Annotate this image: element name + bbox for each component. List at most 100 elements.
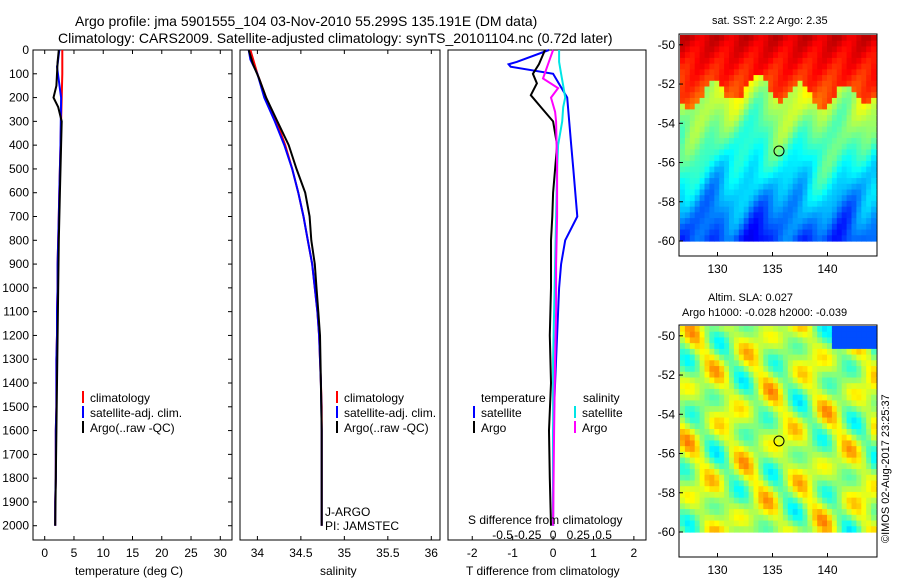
sla-cell <box>768 411 774 419</box>
sla-cell <box>871 331 877 339</box>
sst-cell <box>684 63 691 70</box>
sla-cell <box>871 514 877 522</box>
sst-cell <box>787 69 794 76</box>
sla-cell <box>802 331 808 339</box>
sst-cell <box>782 92 789 99</box>
sst-cell <box>846 103 853 110</box>
sla-cell <box>851 366 857 373</box>
sla-cell <box>699 331 706 339</box>
sst-cell <box>822 97 828 105</box>
sst-cell <box>792 172 799 179</box>
sla-cell <box>738 486 745 493</box>
sst-cell <box>729 92 735 99</box>
sst-cell <box>733 223 740 231</box>
legend-argo-label: Argo(..raw -QC) <box>344 421 429 435</box>
sst-cell <box>836 46 843 53</box>
sla-cell <box>694 371 701 379</box>
sst-cell <box>680 189 686 196</box>
sst-cell <box>866 126 872 133</box>
sla-cell <box>763 400 769 407</box>
sst-cell <box>733 120 740 128</box>
sla-cell <box>778 457 784 464</box>
sla-cell <box>753 503 759 510</box>
sla-cell <box>768 491 774 499</box>
sla-cell <box>831 406 838 413</box>
sla-cell <box>719 366 725 373</box>
sla-cell <box>836 326 843 333</box>
sst-cell <box>729 80 735 88</box>
sst-cell <box>831 109 838 116</box>
sst-cell <box>856 86 862 93</box>
sst-cell <box>743 86 750 93</box>
sla-cell <box>807 474 813 482</box>
sla-cell <box>822 446 828 453</box>
sla-cell <box>831 394 838 401</box>
sla-cell <box>778 343 784 350</box>
sla-cell <box>871 446 877 453</box>
sst-cell <box>768 183 774 191</box>
sst-cell <box>724 229 730 236</box>
sla-cell <box>748 411 755 419</box>
sst-cell <box>699 235 706 242</box>
sla-cell <box>787 354 794 361</box>
sst-cell <box>778 115 784 122</box>
sst-cell <box>733 166 740 173</box>
sla-cell <box>831 331 838 339</box>
sla-cell <box>792 434 799 442</box>
sst-cell <box>773 75 779 82</box>
sst-cell <box>709 63 715 70</box>
depth-tick-label: 200 <box>9 91 29 105</box>
sla-cell <box>807 446 813 453</box>
sst-cell <box>738 138 745 145</box>
sst-cell <box>851 103 857 110</box>
sst-cell <box>753 229 759 236</box>
sla-cell <box>714 429 720 436</box>
sst-cell <box>758 218 764 225</box>
sst-cell <box>719 155 725 162</box>
sst-cell <box>709 149 715 156</box>
sla-cell <box>841 491 848 499</box>
sla-cell <box>807 371 813 379</box>
sla-cell <box>763 486 769 493</box>
sla-cell <box>812 326 818 333</box>
sst-cell <box>802 189 808 196</box>
sst-cell <box>831 75 838 82</box>
sst-cell <box>792 115 799 122</box>
sla-cell <box>763 411 769 419</box>
sla-cell <box>704 400 710 407</box>
sla-cell <box>753 406 759 413</box>
sla-cell <box>768 406 774 413</box>
sla-cell <box>738 440 745 447</box>
sla-cell <box>851 383 857 390</box>
sla-cell <box>827 394 833 401</box>
sla-cell <box>748 360 755 367</box>
sst-cell <box>831 149 838 156</box>
sla-cell <box>768 503 774 510</box>
sla-cell <box>822 331 828 339</box>
sst-cell <box>773 212 779 219</box>
sst-cell <box>699 172 706 179</box>
sla-cell <box>846 337 853 344</box>
sst-cell <box>753 235 759 242</box>
sst-cell <box>787 149 794 156</box>
sst-cell <box>719 229 725 236</box>
sst-cell <box>704 149 710 156</box>
sst-cell <box>787 46 794 53</box>
sst-cell <box>709 35 715 42</box>
sla-cell <box>724 451 730 459</box>
sst-cell <box>714 235 720 242</box>
sst-cell <box>807 52 813 59</box>
sst-cell <box>773 97 779 105</box>
sla-cell <box>856 509 862 516</box>
sla-cell <box>836 366 843 373</box>
sst-cell <box>743 35 750 42</box>
sst-cell <box>836 189 843 196</box>
sst-cell <box>827 63 833 70</box>
sst-cell <box>807 86 813 93</box>
sla-cell <box>778 429 784 436</box>
sst-cell <box>846 166 853 173</box>
depth-tick-label: 1400 <box>2 376 29 390</box>
sst-cell <box>748 40 755 48</box>
sst-cell <box>822 120 828 128</box>
sst-cell <box>851 160 857 168</box>
